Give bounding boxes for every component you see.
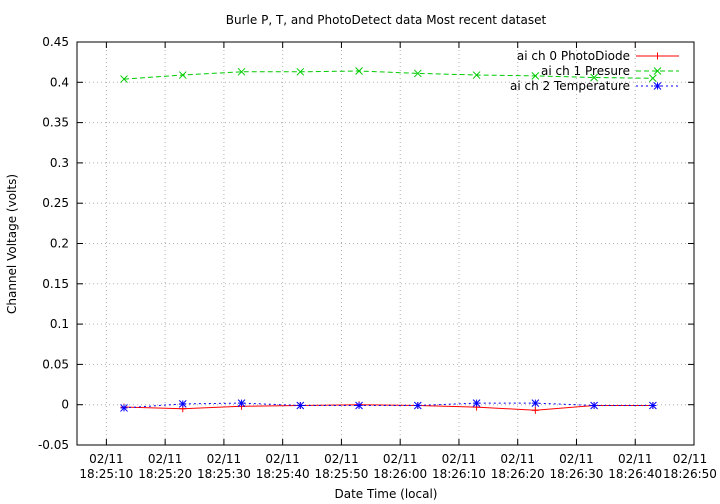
legend-marker-ch1 — [653, 67, 662, 75]
data-point-ch1 — [120, 75, 128, 83]
y-tick-label: 0.25 — [42, 196, 69, 210]
x-tick-label-date: 02/11 — [500, 452, 535, 466]
x-tick-label-time: 18:26:20 — [491, 467, 545, 481]
data-point-ch2 — [413, 401, 422, 410]
legend-marker-ch0 — [654, 52, 661, 60]
data-point-ch1 — [472, 71, 481, 79]
data-point-ch2 — [178, 400, 187, 408]
data-point-ch2 — [472, 399, 481, 407]
chart-title: Burle P, T, and PhotoDetect data Most re… — [226, 13, 547, 27]
x-tick-label-date: 02/11 — [559, 452, 594, 466]
y-tick-label: 0.3 — [50, 156, 69, 170]
data-point-ch1 — [237, 67, 246, 76]
series-line-ch2 — [123, 402, 653, 409]
series-line-ch0 — [123, 404, 653, 411]
y-tick-label: 0 — [61, 398, 69, 412]
legend-marker-ch2 — [653, 82, 662, 90]
x-tick-label-time: 18:25:30 — [197, 467, 251, 481]
x-tick-label-date: 02/11 — [442, 452, 477, 466]
x-tick-label-time: 18:25:10 — [79, 467, 133, 481]
x-tick-label-date: 02/11 — [383, 452, 418, 466]
x-tick-label-date: 02/11 — [673, 452, 708, 466]
y-tick-label: 0.05 — [42, 357, 69, 371]
series-line-ch1 — [123, 70, 653, 80]
x-tick-label-date: 02/11 — [207, 452, 242, 466]
x-axis-label: Date Time (local) — [334, 487, 437, 501]
x-tick-label-time: 18:26:10 — [432, 467, 486, 481]
data-point-ch1 — [531, 71, 540, 80]
y-tick-label: 0.4 — [50, 75, 69, 89]
x-tick-label-date: 02/11 — [618, 452, 653, 466]
y-tick-label: -0.05 — [38, 438, 69, 452]
y-tick-label: 0.45 — [42, 35, 69, 49]
x-tick-label-time: 18:25:40 — [256, 467, 310, 481]
data-point-ch2 — [237, 399, 246, 407]
data-point-ch2 — [355, 401, 363, 410]
legend-label-ch1: ai ch 1 Presure — [541, 64, 630, 78]
data-point-ch2 — [120, 404, 128, 412]
data-point-ch1 — [296, 67, 305, 76]
y-tick-label: 0.15 — [42, 277, 69, 291]
x-tick-label-date: 02/11 — [265, 452, 300, 466]
x-tick-label-time: 18:26:50 — [663, 467, 717, 481]
data-point-ch1 — [413, 69, 422, 78]
data-point-ch2 — [296, 401, 305, 410]
data-point-ch1 — [178, 71, 187, 79]
data-point-ch1 — [649, 74, 657, 83]
x-tick-label-date: 02/11 — [148, 452, 183, 466]
data-point-ch0 — [531, 406, 539, 414]
data-point-ch1 — [590, 73, 598, 82]
legend-label-ch2: ai ch 2 Temperature — [510, 79, 630, 93]
y-axis-label: Channel Voltage (volts) — [5, 174, 19, 314]
axes: -0.05 0 0.05 0.1 0.15 0.2 0.25 0.3 0.35 0.4 0.45 02… — [38, 35, 717, 481]
x-tick-label-time: 18:26:30 — [550, 467, 604, 481]
x-tick-label-date: 02/11 — [89, 452, 124, 466]
data-point-ch2 — [590, 401, 598, 410]
y-tick-label: 0.1 — [50, 317, 69, 331]
x-tick-label-date: 02/11 — [324, 452, 359, 466]
x-tick-label-time: 18:26:00 — [373, 467, 427, 481]
data-point-ch1 — [355, 67, 363, 75]
y-tick-label: 0.35 — [42, 116, 69, 130]
legend-label-ch0: ai ch 0 PhotoDiode — [517, 49, 630, 63]
y-tick-label: 0.2 — [50, 237, 69, 251]
x-tick-label-time: 18:25:20 — [138, 467, 192, 481]
data-point-ch2 — [531, 399, 540, 407]
series-group — [120, 67, 657, 414]
x-tick-label-time: 18:26:40 — [608, 467, 662, 481]
data-point-ch2 — [649, 401, 657, 410]
x-tick-label-time: 18:25:50 — [314, 467, 368, 481]
